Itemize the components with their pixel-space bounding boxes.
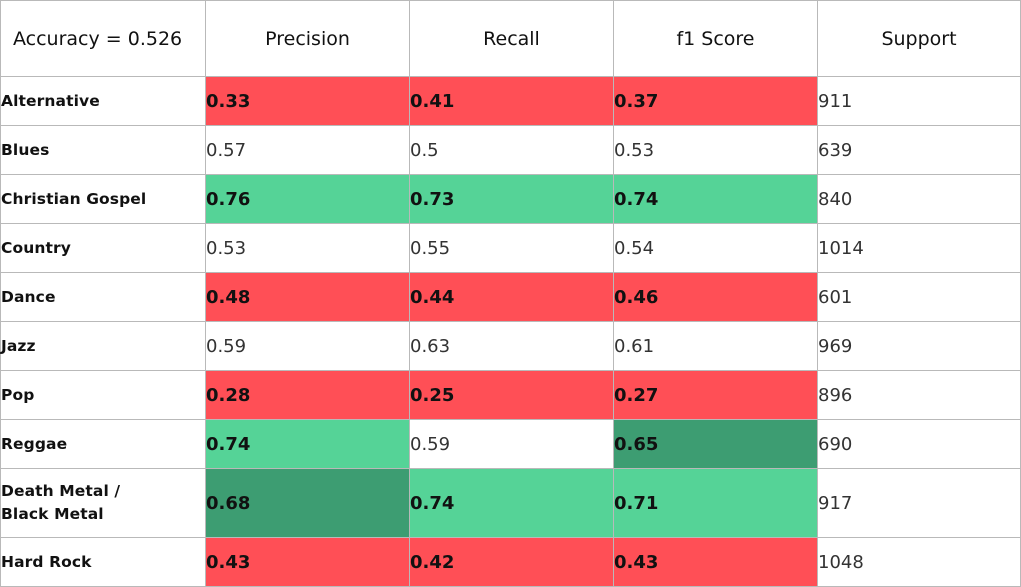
table-row: Hard Rock 0.43 0.42 0.43 1048 xyxy=(0,537,1021,587)
recall-header: Recall xyxy=(409,0,614,77)
support-cell: 601 xyxy=(817,272,1021,322)
precision-cell: 0.57 xyxy=(205,125,410,175)
support-header: Support xyxy=(817,0,1021,77)
precision-cell: 0.43 xyxy=(205,537,410,587)
support-cell: 896 xyxy=(817,370,1021,420)
precision-cell: 0.76 xyxy=(205,174,410,224)
table-row: Alternative 0.33 0.41 0.37 911 xyxy=(0,76,1021,126)
f1-score-cell: 0.71 xyxy=(613,468,818,538)
precision-cell: 0.33 xyxy=(205,76,410,126)
recall-cell: 0.5 xyxy=(409,125,614,175)
table-row: Blues 0.57 0.5 0.53 639 xyxy=(0,125,1021,175)
f1-score-cell: 0.37 xyxy=(613,76,818,126)
table-row: Dance 0.48 0.44 0.46 601 xyxy=(0,272,1021,322)
recall-cell: 0.44 xyxy=(409,272,614,322)
f1-score-cell: 0.27 xyxy=(613,370,818,420)
recall-cell: 0.59 xyxy=(409,419,614,469)
support-cell: 639 xyxy=(817,125,1021,175)
row-label: Reggae xyxy=(0,419,206,469)
recall-cell: 0.55 xyxy=(409,223,614,273)
header-row: Accuracy = 0.526 Precision Recall f1 Sco… xyxy=(0,0,1021,77)
recall-cell: 0.74 xyxy=(409,468,614,538)
f1-score-cell: 0.43 xyxy=(613,537,818,587)
f1-score-cell: 0.53 xyxy=(613,125,818,175)
recall-cell: 0.63 xyxy=(409,321,614,371)
precision-cell: 0.28 xyxy=(205,370,410,420)
f1-score-header: f1 Score xyxy=(613,0,818,77)
recall-cell: 0.25 xyxy=(409,370,614,420)
row-label: Country xyxy=(0,223,206,273)
recall-cell: 0.41 xyxy=(409,76,614,126)
f1-score-cell: 0.54 xyxy=(613,223,818,273)
precision-cell: 0.53 xyxy=(205,223,410,273)
table-row: Jazz 0.59 0.63 0.61 969 xyxy=(0,321,1021,371)
f1-score-cell: 0.46 xyxy=(613,272,818,322)
support-cell: 911 xyxy=(817,76,1021,126)
f1-score-cell: 0.61 xyxy=(613,321,818,371)
precision-cell: 0.68 xyxy=(205,468,410,538)
row-label: Pop xyxy=(0,370,206,420)
support-cell: 1048 xyxy=(817,537,1021,587)
table-row: Reggae 0.74 0.59 0.65 690 xyxy=(0,419,1021,469)
table-row: Death Metal / Black Metal 0.68 0.74 0.71 917 xyxy=(0,468,1021,538)
precision-header: Precision xyxy=(205,0,410,77)
support-cell: 840 xyxy=(817,174,1021,224)
table-row: Pop 0.28 0.25 0.27 896 xyxy=(0,370,1021,420)
table-row: Christian Gospel 0.76 0.73 0.74 840 xyxy=(0,174,1021,224)
precision-cell: 0.59 xyxy=(205,321,410,371)
recall-cell: 0.73 xyxy=(409,174,614,224)
precision-cell: 0.48 xyxy=(205,272,410,322)
row-label: Alternative xyxy=(0,76,206,126)
f1-score-cell: 0.65 xyxy=(613,419,818,469)
support-cell: 1014 xyxy=(817,223,1021,273)
row-label: Dance xyxy=(0,272,206,322)
support-cell: 690 xyxy=(817,419,1021,469)
row-label: Jazz xyxy=(0,321,206,371)
row-label: Blues xyxy=(0,125,206,175)
f1-score-cell: 0.74 xyxy=(613,174,818,224)
row-label: Christian Gospel xyxy=(0,174,206,224)
support-cell: 917 xyxy=(817,468,1021,538)
recall-cell: 0.42 xyxy=(409,537,614,587)
row-label: Hard Rock xyxy=(0,537,206,587)
support-cell: 969 xyxy=(817,321,1021,371)
accuracy-header: Accuracy = 0.526 xyxy=(0,0,206,77)
row-label: Death Metal / Black Metal xyxy=(0,468,206,538)
precision-cell: 0.74 xyxy=(205,419,410,469)
table-body: Alternative 0.33 0.41 0.37 911 Blues 0.57 0.5 0.… xyxy=(0,76,1021,587)
table-row: Country 0.53 0.55 0.54 1014 xyxy=(0,223,1021,273)
